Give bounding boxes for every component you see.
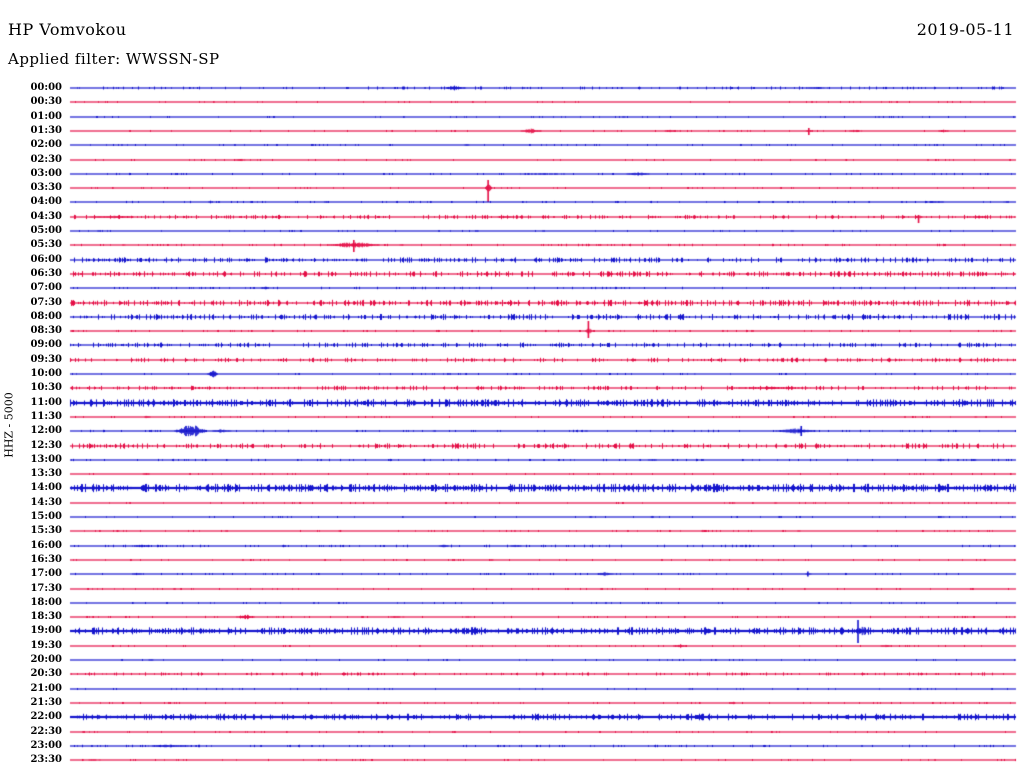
time-label: 18:30 — [30, 611, 62, 622]
time-label: 18:00 — [30, 597, 62, 608]
time-label: 20:30 — [30, 668, 62, 679]
time-label: 08:00 — [30, 311, 62, 322]
time-label: 08:30 — [30, 325, 62, 336]
time-label: 13:00 — [30, 454, 62, 465]
time-label: 16:00 — [30, 540, 62, 551]
time-label: 09:00 — [30, 339, 62, 350]
time-label: 05:00 — [30, 225, 62, 236]
time-label: 06:00 — [30, 254, 62, 265]
time-label: 06:30 — [30, 268, 62, 279]
time-label: 07:30 — [30, 297, 62, 308]
time-label: 21:30 — [30, 697, 62, 708]
time-label: 22:30 — [30, 726, 62, 737]
time-label: 03:00 — [30, 168, 62, 179]
time-label: 17:30 — [30, 583, 62, 594]
time-label: 14:30 — [30, 497, 62, 508]
time-label: 01:30 — [30, 125, 62, 136]
time-label: 15:30 — [30, 525, 62, 536]
time-label: 02:00 — [30, 139, 62, 150]
time-label: 03:30 — [30, 182, 62, 193]
time-label: 10:30 — [30, 382, 62, 393]
time-label: 12:30 — [30, 440, 62, 451]
time-label: 09:30 — [30, 354, 62, 365]
time-label: 23:30 — [30, 754, 62, 765]
time-label: 01:00 — [30, 111, 62, 122]
time-label: 17:00 — [30, 568, 62, 579]
time-label: 02:30 — [30, 154, 62, 165]
time-label: 10:00 — [30, 368, 62, 379]
time-label: 19:00 — [30, 625, 62, 636]
time-label: 21:00 — [30, 683, 62, 694]
time-label: 00:30 — [30, 96, 62, 107]
time-label: 19:30 — [30, 640, 62, 651]
time-label: 13:30 — [30, 468, 62, 479]
time-label: 16:30 — [30, 554, 62, 565]
time-label: 14:00 — [30, 482, 62, 493]
time-label: 15:00 — [30, 511, 62, 522]
time-label: 04:30 — [30, 211, 62, 222]
time-label: 04:00 — [30, 196, 62, 207]
time-label: 11:30 — [30, 411, 62, 422]
time-label: 00:00 — [30, 82, 62, 93]
time-label: 05:30 — [30, 239, 62, 250]
time-label: 11:00 — [30, 397, 62, 408]
time-label: 12:00 — [30, 425, 62, 436]
time-label: 20:00 — [30, 654, 62, 665]
time-label: 07:00 — [30, 282, 62, 293]
time-label: 23:00 — [30, 740, 62, 751]
time-label: 22:00 — [30, 711, 62, 722]
